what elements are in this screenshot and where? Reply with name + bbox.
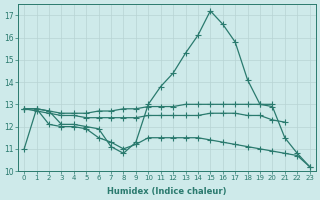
X-axis label: Humidex (Indice chaleur): Humidex (Indice chaleur) [107, 187, 227, 196]
